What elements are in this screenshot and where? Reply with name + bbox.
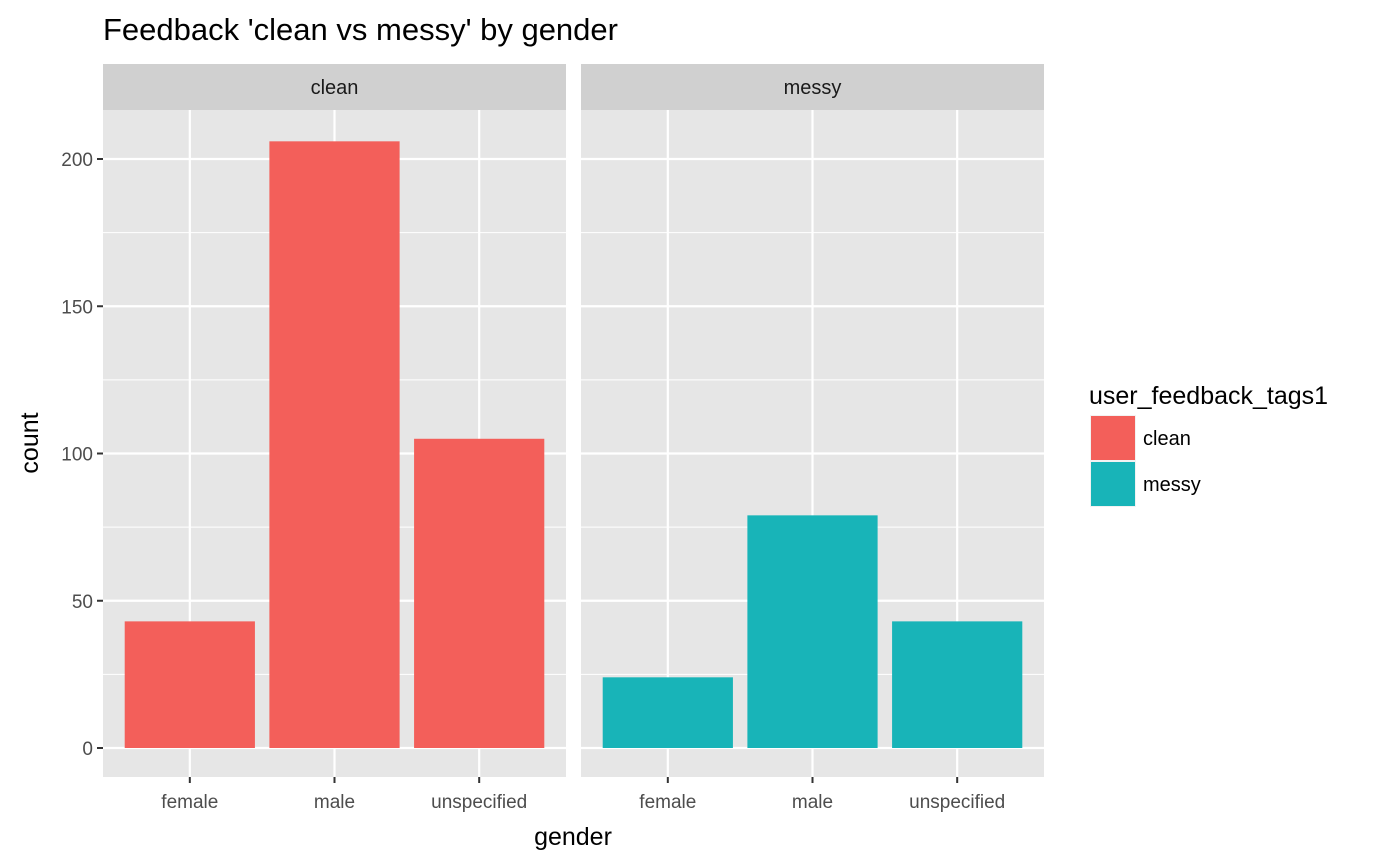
facet-panel-clean: clean female male unspecified	[103, 64, 566, 813]
x-tick-label: female	[161, 792, 218, 813]
x-tick-label: unspecified	[431, 792, 527, 813]
facet-strip-messy	[581, 64, 1044, 110]
x-tick-label: male	[314, 792, 355, 813]
y-tick-label: 150	[61, 297, 93, 318]
legend-swatch-clean	[1091, 416, 1135, 460]
bar-clean-female	[124, 621, 255, 748]
bar-messy-unspecified	[892, 621, 1023, 748]
y-tick-label: 100	[61, 445, 93, 466]
y-tick-label: 50	[72, 592, 93, 613]
bar-messy-male	[747, 515, 878, 748]
legend: user_feedback_tags1 clean messy	[1089, 382, 1328, 507]
bar-clean-male	[269, 141, 400, 748]
bar-clean-unspecified	[414, 438, 545, 748]
bar-messy-female	[602, 677, 733, 748]
x-tick-label: unspecified	[909, 792, 1005, 813]
legend-label-messy: messy	[1143, 474, 1201, 496]
x-tick-label: male	[792, 792, 833, 813]
facet-panel-messy: messy female male unspecified	[581, 64, 1044, 813]
legend-title: user_feedback_tags1	[1089, 382, 1328, 410]
facet-strip-label: messy	[784, 77, 842, 99]
x-tick-label: female	[639, 792, 696, 813]
facet-strip-label: clean	[311, 77, 359, 99]
y-tick-label: 200	[61, 150, 93, 171]
facet-panels: clean female male unspecified messy female mal…	[103, 64, 1044, 813]
chart-title: Feedback 'clean vs messy' by gender	[103, 12, 618, 47]
y-axis: 0 50 100 150 200	[61, 150, 103, 760]
facet-strip-clean	[103, 64, 566, 110]
y-tick-label: 0	[82, 739, 93, 760]
x-axis-title: gender	[534, 823, 612, 851]
y-axis-title: count	[16, 412, 44, 473]
legend-label-clean: clean	[1143, 428, 1191, 450]
legend-swatch-messy	[1091, 462, 1135, 506]
